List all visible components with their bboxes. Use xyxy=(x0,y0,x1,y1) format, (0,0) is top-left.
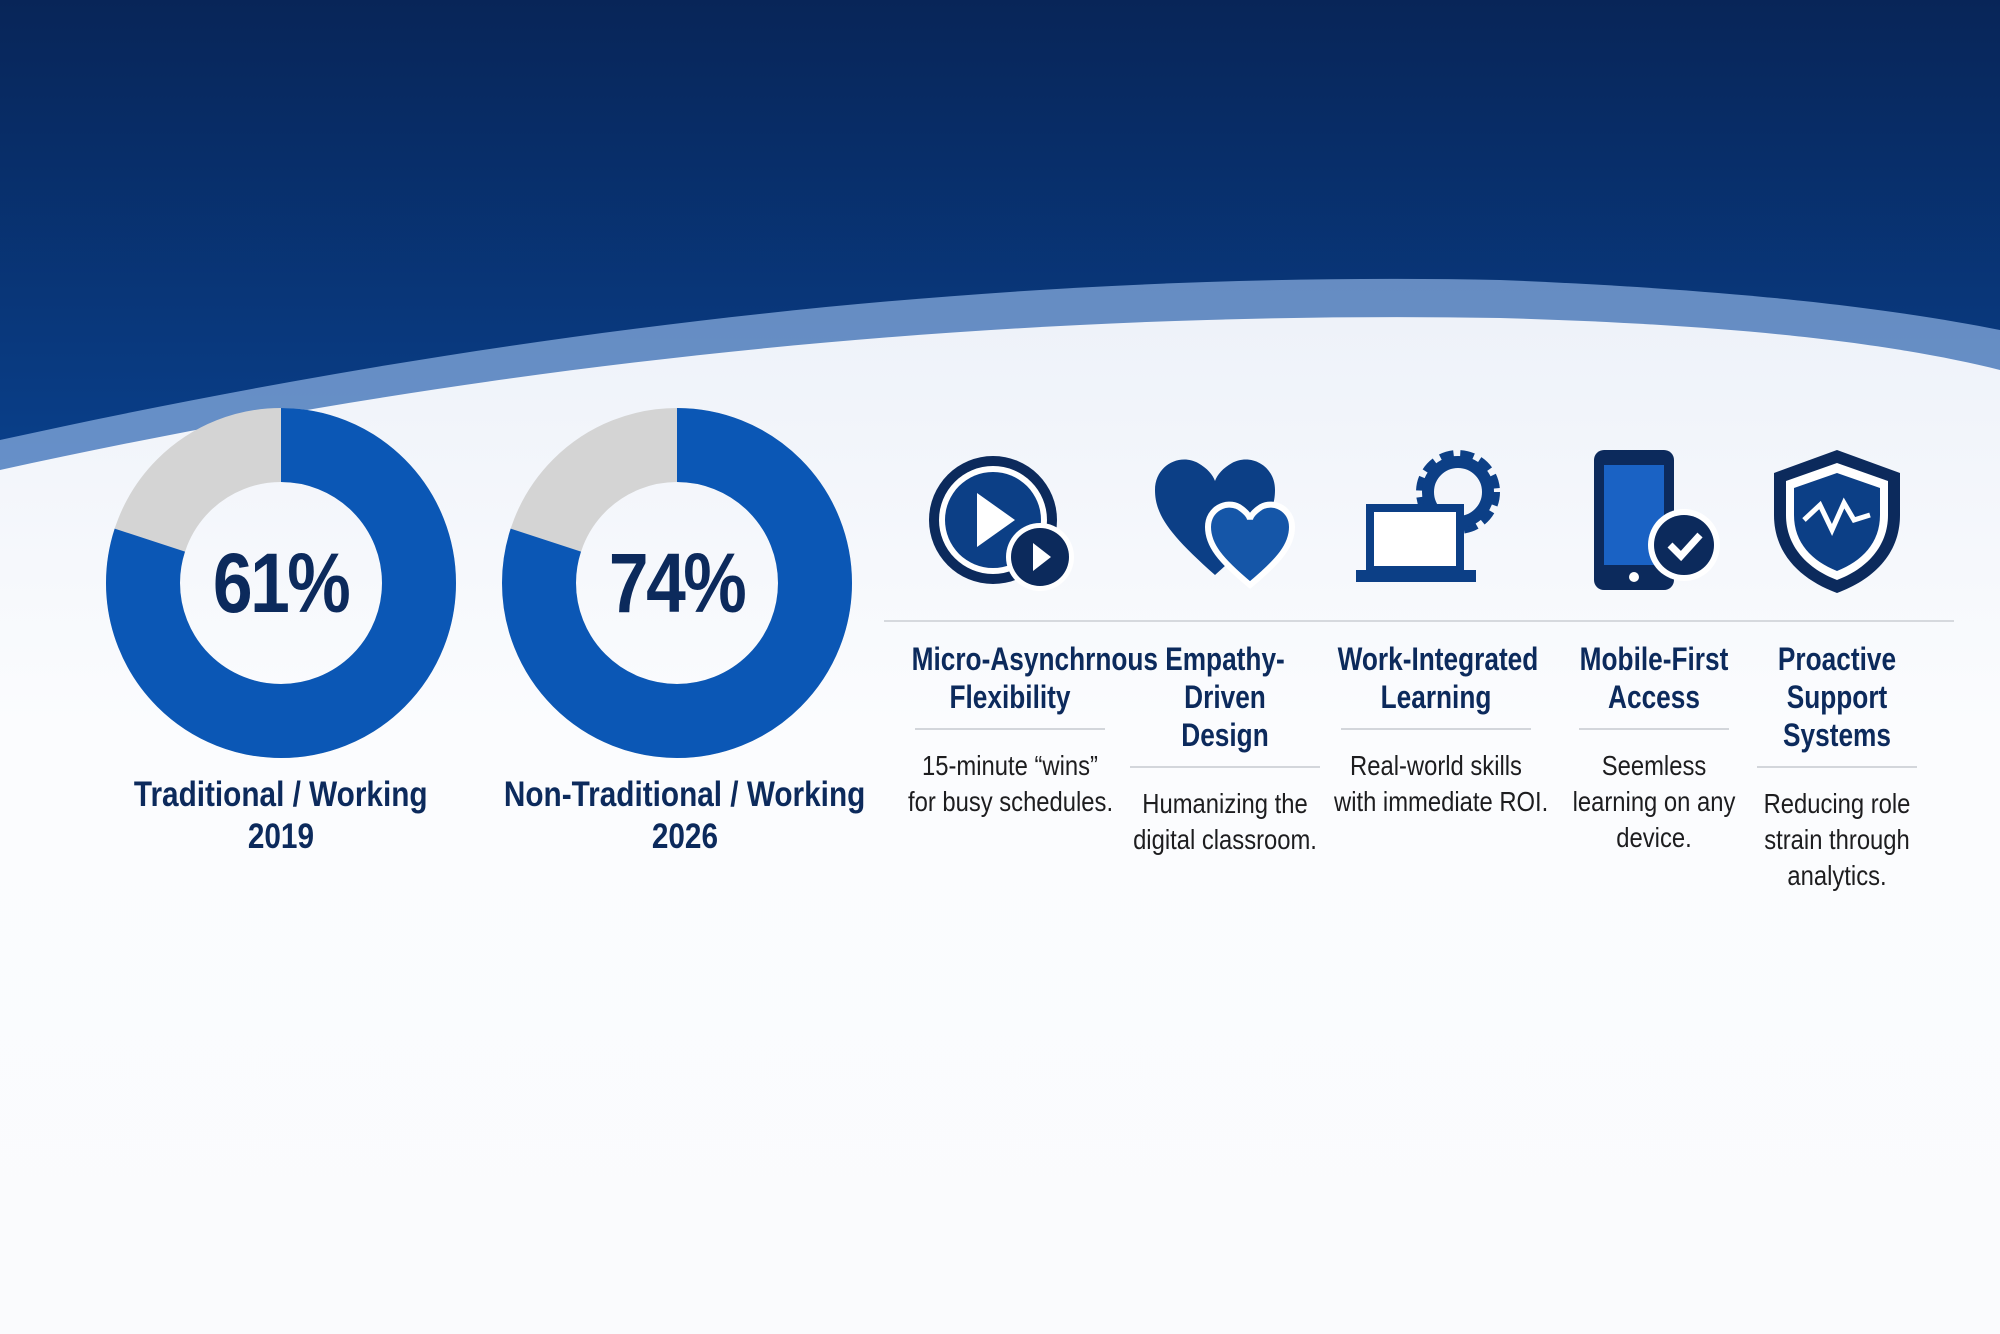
feature-title: Micro-Asynchrnous Flexibility xyxy=(911,641,1158,715)
feature-description: Reducing role strain through analytics. xyxy=(1763,788,1911,891)
feature-title: Empathy- Driven Design xyxy=(1165,641,1285,753)
divider xyxy=(1579,728,1729,730)
divider xyxy=(1757,766,1917,768)
feature-title: Work-Integrated Learning xyxy=(1337,641,1539,715)
donut-label-2026: Non-Traditional / Working 2026 xyxy=(504,775,866,856)
divider xyxy=(915,728,1105,730)
feature-work-integrated: Work-Integrated Learning Real-world skill… xyxy=(1316,640,1556,820)
feature-title: Proactive Support Systems xyxy=(1777,641,1897,753)
feature-description: Seemless learning on any device. xyxy=(1572,750,1736,853)
feature-mobile-first: Mobile-First Access Seemless learning on a… xyxy=(1534,640,1774,856)
percent-value: 74% xyxy=(609,535,747,630)
clock-play-icon xyxy=(929,456,1074,591)
mobile-check-icon xyxy=(1594,450,1720,590)
divider xyxy=(1130,766,1320,768)
feature-title: Mobile-First Access xyxy=(1579,641,1729,715)
laptop-gear-icon xyxy=(1356,450,1500,582)
donut-label-2019: Traditional / Working 2019 xyxy=(134,775,428,856)
donut-value-slice xyxy=(106,408,456,758)
percent-value: 61% xyxy=(213,535,351,630)
shield-pulse-icon xyxy=(1774,450,1900,593)
donut-value-slice xyxy=(502,408,852,758)
feature-description: Humanizing the digital classroom. xyxy=(1133,788,1317,855)
divider xyxy=(884,620,1954,622)
donut-chart-2026: 74% xyxy=(497,403,857,763)
hearts-icon xyxy=(1155,459,1296,589)
feature-description: 15-minute “wins” for busy schedules. xyxy=(908,750,1114,817)
feature-proactive-support: Proactive Support Systems Reducing role str… xyxy=(1717,640,1957,894)
feature-micro-asynchronous: Micro-Asynchrnous Flexibility 15-minute “… xyxy=(890,640,1158,820)
divider xyxy=(1341,728,1531,730)
donut-chart-2019: 61% xyxy=(101,403,461,763)
feature-description: Real-world skills with immediate ROI. xyxy=(1334,750,1549,817)
feature-empathy-driven: Empathy- Driven Design Humanizing the digit… xyxy=(1105,640,1345,858)
